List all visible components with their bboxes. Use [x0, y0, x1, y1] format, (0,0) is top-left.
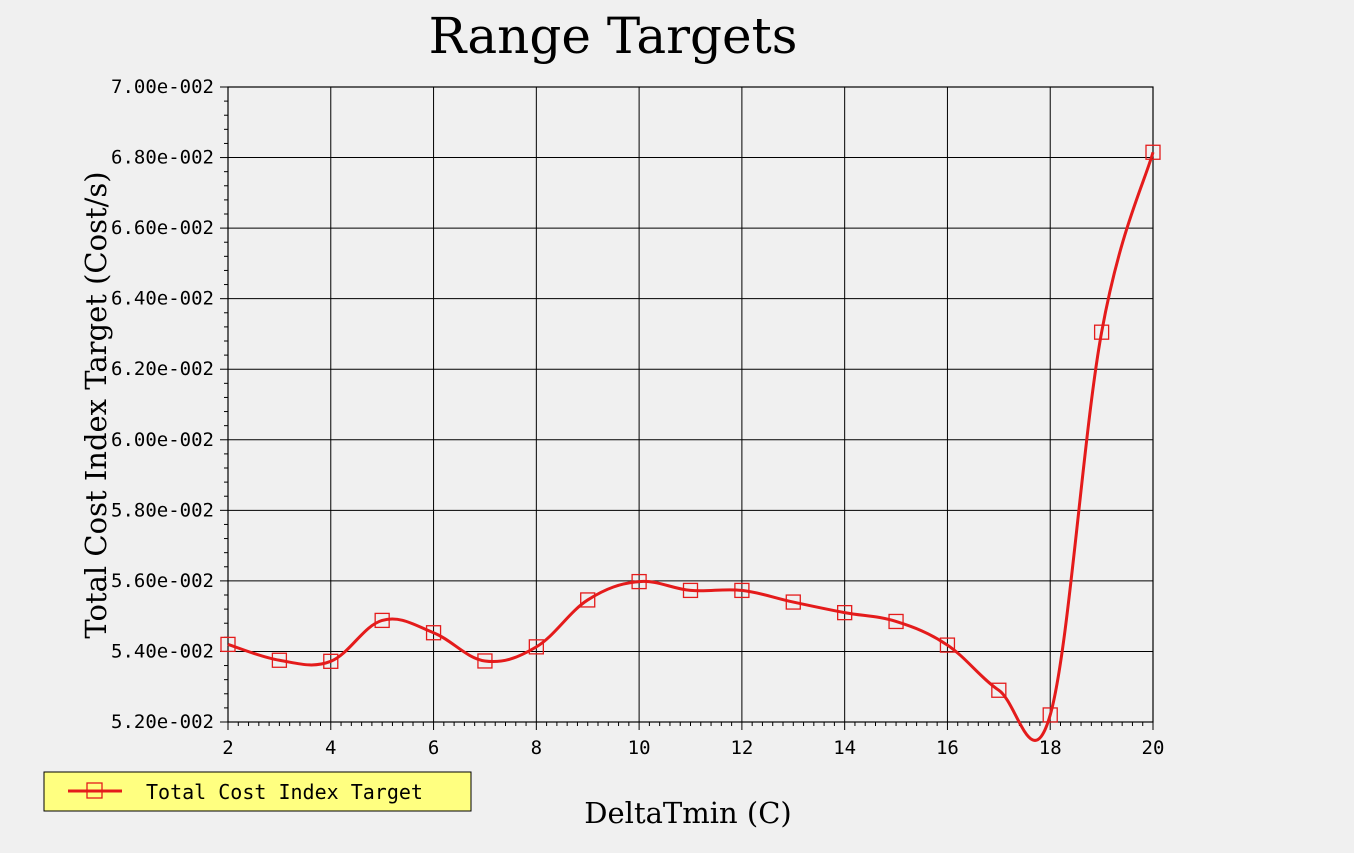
x-axis-title: DeltaTmin (C) — [584, 796, 791, 830]
data-point-marker — [580, 592, 596, 608]
legend: Total Cost Index Target — [43, 771, 472, 812]
series-layer — [220, 144, 1161, 742]
y-tick-label: 6.00e-002 — [111, 429, 214, 451]
x-tick-label: 20 — [1142, 737, 1165, 759]
data-point-marker — [1042, 707, 1058, 723]
y-tick-label: 6.20e-002 — [111, 358, 214, 380]
data-point-marker — [837, 604, 853, 621]
data-point-marker — [1145, 144, 1161, 160]
data-point-marker — [528, 639, 544, 655]
y-tick-label: 5.20e-002 — [111, 711, 214, 733]
x-tick-label: 8 — [531, 737, 542, 759]
y-tick-label: 6.60e-002 — [111, 217, 214, 239]
data-point-marker — [991, 682, 1007, 698]
x-tick-label: 6 — [428, 737, 439, 759]
y-tick-label: 5.40e-002 — [111, 640, 214, 662]
data-point-marker — [682, 582, 699, 599]
y-axis-title: Total Cost Index Target (Cost/s) — [79, 171, 113, 638]
data-point-marker — [477, 653, 493, 669]
x-tick-label: 18 — [1039, 737, 1062, 759]
data-point-marker — [785, 594, 801, 610]
data-point-marker — [734, 582, 750, 599]
y-tick-label: 6.40e-002 — [111, 288, 214, 310]
data-point-marker — [220, 636, 236, 653]
y-tick-label: 5.60e-002 — [111, 570, 214, 592]
chart-title: Range Targets — [429, 7, 798, 65]
x-tick-labels: 2 4 6 8 10 12 14 16 18 20 — [222, 737, 1164, 759]
data-point-marker — [374, 612, 390, 629]
x-tick-label: 12 — [730, 737, 753, 759]
x-tick-label: 10 — [628, 737, 651, 759]
y-tick-label: 5.80e-002 — [111, 499, 214, 521]
data-point-marker — [631, 573, 647, 590]
legend-label: Total Cost Index Target — [146, 780, 423, 804]
series-line — [227, 151, 1155, 742]
axis-ticks — [220, 86, 1154, 730]
plot-frame — [227, 86, 1154, 723]
data-point-marker — [425, 625, 442, 641]
grid — [228, 87, 1153, 722]
data-point-marker — [888, 613, 904, 630]
data-point-marker — [939, 637, 956, 653]
data-point-marker — [1093, 324, 1110, 340]
data-point-marker — [271, 652, 288, 668]
y-tick-label: 6.80e-002 — [111, 147, 214, 169]
data-point-marker — [323, 653, 339, 669]
x-tick-label: 2 — [222, 737, 233, 759]
x-tick-label: 14 — [833, 737, 856, 759]
x-tick-label: 4 — [325, 737, 336, 759]
legend-marker-swatch — [86, 782, 103, 799]
x-tick-label: 16 — [936, 737, 959, 759]
y-tick-label: 7.00e-002 — [111, 76, 214, 98]
y-tick-labels: 5.20e-002 5.40e-002 5.60e-002 5.80e-002 6.00… — [111, 76, 214, 733]
